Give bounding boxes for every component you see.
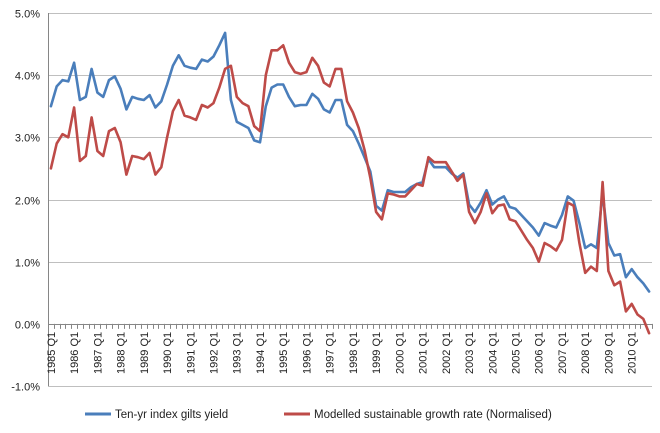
- y-tick-label: 4.0%: [15, 71, 40, 83]
- x-tick-label: 1999 Q1: [371, 332, 383, 374]
- axes: -1.0% 0.0% 1.0% 2.0% 3.0% 4.0% 5.0% 1985 Q1 1986…: [11, 9, 653, 394]
- x-tick-label: 2005 Q1: [511, 332, 523, 374]
- x-tick-label: 2007 Q1: [557, 332, 569, 374]
- y-tick-label: -1.0%: [11, 382, 40, 394]
- x-tick-label: 1996 Q1: [301, 332, 313, 374]
- x-tick-label: 2009 Q1: [603, 332, 615, 374]
- gridlines: [48, 13, 652, 387]
- y-tick-label: 0.0%: [15, 320, 40, 332]
- series-line-gilts-yield: [49, 31, 651, 293]
- x-tick-label: 1994 Q1: [255, 332, 267, 374]
- x-tick-label: 1993 Q1: [232, 332, 244, 374]
- x-tick-label: 1997 Q1: [325, 332, 337, 374]
- x-tick-label: 2001 Q1: [418, 332, 430, 374]
- x-tick-label: 1990 Q1: [162, 332, 174, 374]
- x-tick-label: 2008 Q1: [580, 332, 592, 374]
- y-tick-label: 1.0%: [15, 258, 40, 270]
- series-lines: [49, 31, 651, 335]
- x-tick-label: 2000 Q1: [394, 332, 406, 374]
- x-tick-label: 1987 Q1: [92, 332, 104, 374]
- x-tick-label: 2010 Q1: [627, 332, 639, 374]
- legend: Ten-yr index gilts yield Modelled sustai…: [85, 409, 552, 421]
- x-tick-label: 1992 Q1: [209, 332, 221, 374]
- x-tick-label: 1986 Q1: [69, 332, 81, 374]
- x-tick-label: 2002 Q1: [441, 332, 453, 374]
- x-tick-label: 1985 Q1: [46, 332, 58, 374]
- x-tick-label: 1998 Q1: [348, 332, 360, 374]
- x-tick-label: 1988 Q1: [116, 332, 128, 374]
- x-tick-label: 2003 Q1: [464, 332, 476, 374]
- legend-label-gilts-yield: Ten-yr index gilts yield: [115, 409, 228, 421]
- x-tick-label: 1989 Q1: [139, 332, 151, 374]
- x-tick-label: 1995 Q1: [278, 332, 290, 374]
- series-line-growth-rate: [49, 43, 651, 335]
- y-tick-label: 3.0%: [15, 133, 40, 145]
- legend-label-growth-rate: Modelled sustainable growth rate (Normal…: [314, 409, 552, 421]
- x-tick-label: 1991 Q1: [185, 332, 197, 374]
- y-tick-label: 2.0%: [15, 196, 40, 208]
- y-tick-label: 5.0%: [15, 9, 40, 21]
- x-tick-label: 2006 Q1: [534, 332, 546, 374]
- x-tick-label: 2004 Q1: [487, 332, 499, 374]
